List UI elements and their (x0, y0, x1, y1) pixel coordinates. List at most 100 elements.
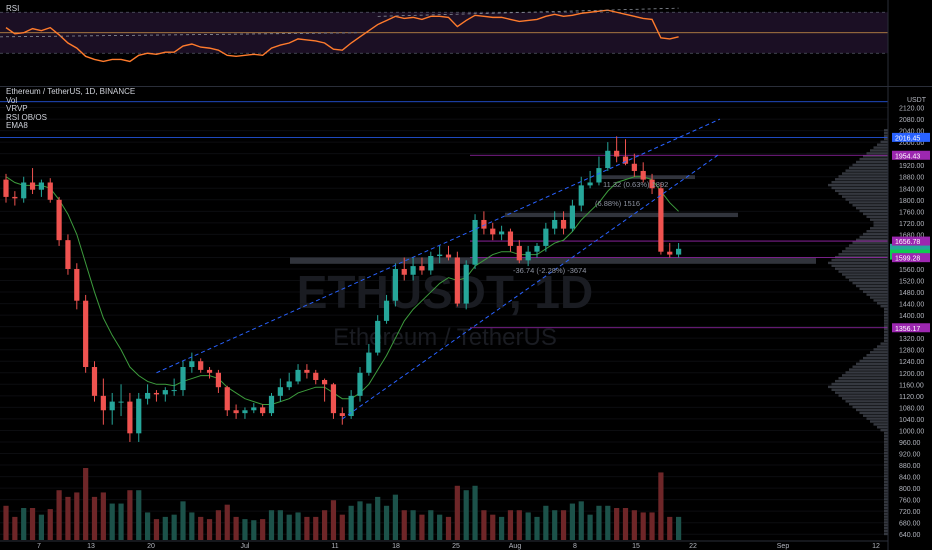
volume-bar (313, 516, 319, 540)
candle (12, 191, 18, 206)
vrvp-bar (884, 454, 888, 458)
volume-bar (277, 510, 283, 540)
legend-item[interactable]: RSI OB/OS (6, 112, 47, 122)
vrvp-bar (884, 515, 888, 518)
vrvp-bar (852, 281, 888, 285)
candle-body (401, 268, 407, 275)
candle-body (153, 392, 160, 395)
price-tick-label: 2120.00 (899, 106, 924, 113)
vrvp-bar (884, 506, 888, 510)
volume-bar (215, 510, 221, 540)
vrvp-bar (838, 270, 888, 273)
volume-bar (658, 472, 664, 540)
candle (189, 352, 195, 373)
volume-bar (83, 468, 89, 540)
volume-bar (38, 514, 44, 540)
vrvp-bar (880, 304, 888, 308)
candle (109, 392, 115, 425)
legend-symbol[interactable]: Ethereum / TetherUS, 1D, BINANCE (6, 87, 136, 96)
candle-body (534, 245, 540, 252)
vrvp-bar (884, 431, 888, 435)
volume-bar (153, 519, 160, 540)
candle (560, 211, 567, 235)
volume-bar (348, 505, 354, 540)
candle-body (543, 228, 549, 246)
candle (569, 199, 575, 232)
candle (339, 407, 345, 425)
vrvp-bar (884, 518, 888, 521)
trend-lines[interactable] (156, 118, 721, 420)
ema8-line (5, 176, 679, 405)
candle-body (268, 395, 275, 414)
price-level-badge (892, 132, 930, 142)
vrvp-bar (884, 509, 888, 513)
candle (375, 315, 381, 356)
candle (215, 369, 221, 393)
vrvp-bar (880, 342, 888, 345)
measurement-label: -36.74 (-2.28%) -3674 (513, 266, 586, 275)
candle (295, 364, 301, 385)
candle (127, 392, 133, 442)
vrvp-bar (852, 405, 888, 409)
vrvp-bar (852, 241, 888, 244)
candle-body (189, 361, 195, 368)
price-tick-label: 1760.00 (899, 209, 924, 216)
candle-body (74, 268, 80, 301)
candle-body (38, 182, 44, 190)
volume-bar (29, 508, 36, 540)
vrvp-bar (835, 267, 888, 270)
volume-bar (224, 504, 230, 540)
legend-item[interactable]: VRVP (6, 104, 28, 113)
vrvp-bar (835, 379, 888, 383)
candle (631, 153, 637, 177)
price-tick-label: 1840.00 (899, 186, 924, 193)
vrvp-bar (828, 183, 888, 187)
candle (401, 257, 407, 281)
vrvp-bar (852, 365, 888, 368)
candle (587, 170, 593, 189)
candle (171, 378, 177, 396)
candle-body (242, 410, 248, 414)
candle-body (419, 266, 425, 271)
time-axis[interactable]: 7 13 20 Jul 11 18 25 Aug 8 15 22 Sep 12 (0, 540, 888, 550)
vrvp-bar (831, 180, 888, 184)
vrvp-bar (884, 469, 888, 472)
candle-body (251, 407, 257, 411)
vrvp-bar (831, 258, 888, 262)
vrvp-bar (880, 428, 888, 432)
vrvp-bar (873, 348, 888, 351)
vrvp-bar (831, 186, 888, 190)
price-level-badge-label: 1954.43 (895, 153, 920, 160)
legend-item[interactable]: Vol (6, 95, 18, 105)
vrvp-bar (866, 152, 888, 155)
pane-divider[interactable] (0, 86, 932, 87)
candle (242, 407, 248, 419)
volume-bar (268, 510, 275, 540)
candle (38, 179, 44, 197)
candle-body (12, 196, 18, 199)
candle-body (21, 182, 27, 199)
volume-bar (260, 519, 266, 540)
candle-body (357, 372, 363, 396)
legend-item[interactable]: EMA8 (6, 121, 28, 130)
candle (322, 378, 328, 402)
price-axis[interactable]: USDT2120.002080.002040.002000.001960.001… (887, 0, 932, 550)
price-tick-label: 1160.00 (899, 382, 924, 389)
candle-body (596, 168, 602, 183)
vrvp-bar (838, 394, 888, 397)
vrvp-bar (884, 463, 888, 466)
volume-bar (569, 503, 575, 540)
candle (525, 245, 531, 267)
vrvp-bar (884, 313, 888, 317)
volume-bar (463, 490, 469, 540)
price-tick-label: 1560.00 (899, 267, 924, 274)
vrvp-bar (884, 307, 888, 311)
candle-body (658, 188, 664, 252)
volume-bar (198, 516, 204, 540)
price-tick-label: 2040.00 (899, 129, 924, 136)
price-tick-label: 2080.00 (899, 117, 924, 124)
candle-body (454, 257, 460, 304)
candle (481, 211, 487, 235)
